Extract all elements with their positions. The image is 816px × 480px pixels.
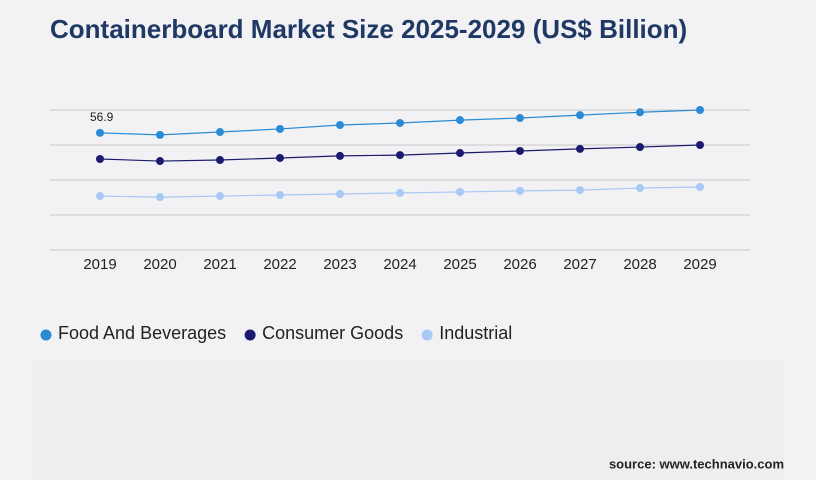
data-point [156,157,164,166]
x-tick-label: 2022 [263,256,296,273]
legend-label: Food And Beverages [58,323,226,343]
legend-label: Consumer Goods [262,323,403,343]
data-point [456,116,464,125]
x-tick-label: 2023 [323,256,356,273]
data-point [456,187,464,196]
data-point [96,192,104,201]
x-tick-label: 2026 [503,256,536,273]
panel [32,360,784,480]
source: source: www.technavio.com [609,456,784,471]
x-tick-label: 2019 [83,256,116,273]
data-point [276,153,284,162]
x-tick-label: 2029 [683,256,716,273]
x-tick-label: 2027 [563,256,596,273]
data-point [396,151,404,160]
data-point [576,144,584,153]
legend-marker [421,329,433,341]
data-label: 56.9 [90,110,114,124]
data-point [336,121,344,130]
data-point [396,118,404,127]
legend-label: Industrial [439,323,512,343]
data-point [516,186,524,195]
data-point [696,141,704,149]
x-tick-label: 2025 [443,256,476,273]
data-point [516,114,524,123]
x-tick-label: 2024 [383,256,416,273]
data-point [216,128,224,137]
data-point [636,143,644,152]
data-point [636,108,644,117]
data-point [456,149,464,158]
data-point [336,151,344,160]
data-point [216,156,224,165]
data-point [276,191,284,200]
data-point [96,128,104,137]
data-point [696,106,704,114]
x-tick-label: 2028 [623,256,656,273]
data-point [216,192,224,201]
data-point [516,146,524,155]
x-tick-label: 2020 [143,256,176,273]
data-point [156,193,164,202]
chart-title: Containerboard Market Size 2025-2029 (US… [50,14,687,44]
data-point [276,124,284,133]
data-point [576,111,584,120]
data-point [576,186,584,195]
data-point [156,130,164,139]
data-point [396,188,404,197]
x-tick-label: 2021 [203,256,236,273]
data-point [336,190,344,198]
legend-marker [244,329,256,341]
data-point [96,155,104,163]
legend-marker [40,329,52,341]
data-point [696,183,704,191]
data-point [636,184,644,193]
